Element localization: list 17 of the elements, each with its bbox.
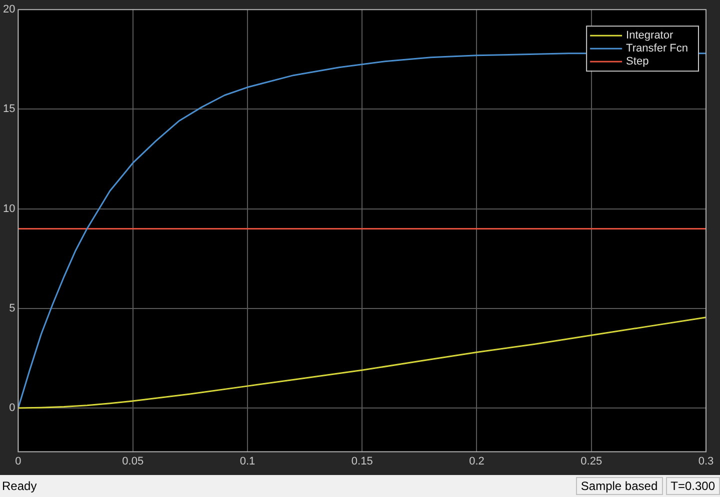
y-tick-label: 10 xyxy=(2,202,16,215)
y-tick-label: 5 xyxy=(9,302,16,314)
x-tick-label: 0.2 xyxy=(469,455,484,468)
text: Sample based xyxy=(576,477,663,495)
legend-label: Transfer Fcn xyxy=(626,42,688,55)
legend-label: Integrator xyxy=(626,30,674,42)
x-tick-label: 0.05 xyxy=(122,455,144,468)
x-tick-label: 0.3 xyxy=(698,455,714,468)
y-tick-label: 0 xyxy=(9,402,16,414)
text: T=0.300 xyxy=(666,477,720,495)
x-tick-label: 0.25 xyxy=(580,455,602,468)
text: Ready xyxy=(1,479,37,493)
legend-label: Step xyxy=(626,56,649,68)
y-tick-label: 20 xyxy=(2,4,16,16)
x-tick-label: 0.15 xyxy=(351,455,373,468)
x-tick-label: 0.1 xyxy=(240,455,256,468)
y-tick-label: 15 xyxy=(2,103,16,116)
